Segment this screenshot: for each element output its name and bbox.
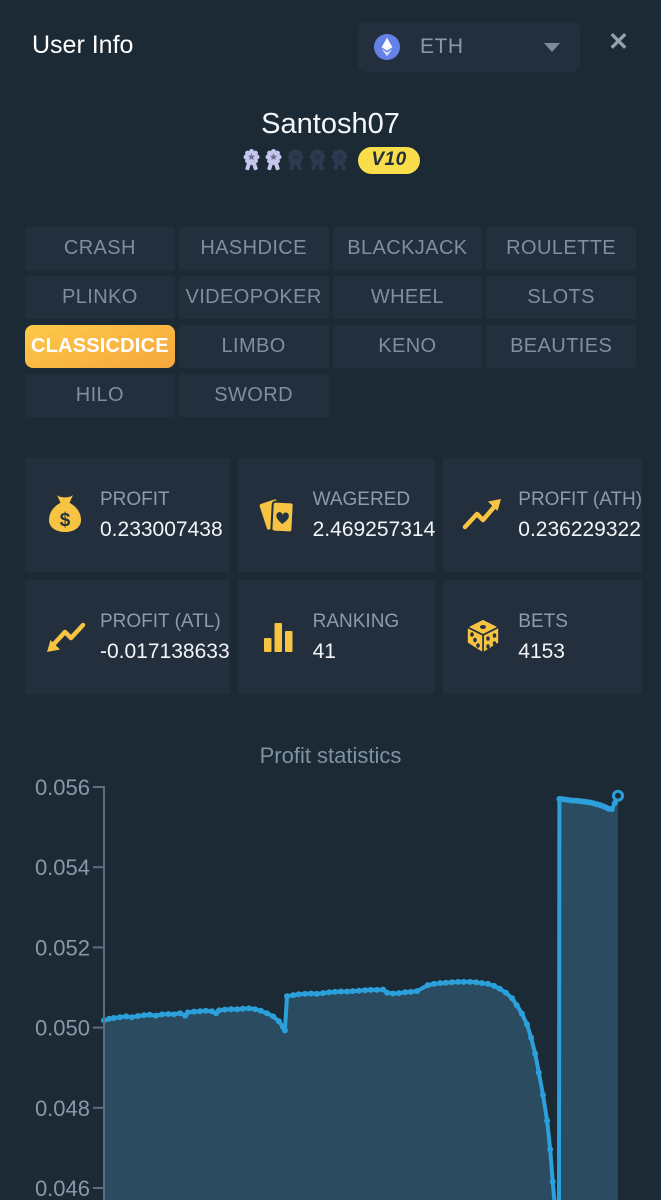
modal-title: User Info — [32, 31, 134, 59]
stat-label: RANKING — [312, 610, 400, 632]
stat-value: 4153 — [518, 639, 565, 663]
stat-label: PROFIT (ATH) — [518, 488, 643, 510]
bar-chart-icon — [256, 615, 300, 659]
currency-selector[interactable]: ETH — [358, 22, 580, 72]
svg-text:0.052: 0.052 — [35, 935, 90, 960]
tab-hilo[interactable]: HILO — [25, 374, 175, 417]
stat-card: PROFIT (ATH) 0.236229322 — [443, 458, 643, 572]
medal-icon — [307, 148, 328, 173]
tab-classicdice[interactable]: CLASSICDICE — [25, 325, 175, 368]
money-bag-icon — [43, 493, 87, 537]
stat-label: BETS — [518, 610, 568, 632]
currency-label: ETH — [420, 35, 464, 58]
stats-grid: PROFIT 0.233007438 WAGERED 2.469257314 P… — [25, 458, 643, 694]
tab-hashdice[interactable]: HASHDICE — [178, 227, 329, 270]
medal-icon — [241, 148, 262, 173]
stat-value: 0.233007438 — [100, 517, 223, 541]
chart-title: Profit statistics — [259, 743, 402, 768]
tab-blackjack[interactable]: BLACKJACK — [332, 227, 483, 270]
medal-icon — [285, 148, 306, 173]
close-icon[interactable]: ✕ — [608, 28, 629, 56]
trend-up-icon — [461, 493, 505, 537]
stat-value: -0.017138633 — [100, 639, 230, 663]
cards-icon — [256, 493, 300, 537]
tab-sword[interactable]: SWORD — [178, 374, 329, 417]
stat-value: 2.469257314 — [312, 517, 436, 541]
vip-level-badge: V10 — [358, 147, 420, 174]
chevron-down-icon — [544, 42, 560, 52]
stat-card: WAGERED 2.469257314 — [237, 458, 436, 572]
profit-statistics-chart: 0.056 0.054 0.052 0.050 0.048 0.046 — [35, 775, 624, 1200]
trend-down-icon — [43, 615, 87, 659]
stat-card: RANKING 41 — [237, 580, 436, 694]
svg-text:0.054: 0.054 — [35, 855, 90, 880]
stat-label: WAGERED — [312, 488, 411, 510]
tab-limbo[interactable]: LIMBO — [178, 325, 329, 368]
tab-slots[interactable]: SLOTS — [486, 276, 636, 319]
dice-icon — [461, 615, 505, 659]
stat-label: PROFIT (ATL) — [100, 610, 221, 632]
svg-text:0.046: 0.046 — [35, 1176, 90, 1200]
badge-row: V10 — [0, 147, 661, 174]
tab-crash[interactable]: CRASH — [25, 227, 175, 270]
medal-icon — [329, 148, 350, 173]
tab-videopoker[interactable]: VIDEOPOKER — [178, 276, 329, 319]
tab-plinko[interactable]: PLINKO — [25, 276, 175, 319]
stat-card: PROFIT (ATL) -0.017138633 — [25, 580, 230, 694]
tab-wheel[interactable]: WHEEL — [332, 276, 483, 319]
stat-label: PROFIT — [100, 488, 170, 510]
username: Santosh07 — [261, 108, 400, 140]
svg-text:0.050: 0.050 — [35, 1016, 90, 1041]
tab-roulette[interactable]: ROULETTE — [486, 227, 636, 270]
tab-beauties[interactable]: BEAUTIES — [486, 325, 636, 368]
medal-icon — [263, 148, 284, 173]
stat-card: BETS 4153 — [443, 580, 643, 694]
game-tabs: CRASH HASHDICE BLACKJACK ROULETTE PLINKO… — [25, 227, 636, 417]
tab-keno[interactable]: KENO — [332, 325, 483, 368]
medal-icons — [241, 148, 350, 173]
svg-text:0.056: 0.056 — [35, 775, 90, 800]
stat-value: 0.236229322 — [518, 517, 641, 541]
eth-icon — [374, 34, 400, 60]
svg-text:0.048: 0.048 — [35, 1096, 90, 1121]
stat-value: 41 — [312, 639, 336, 663]
stat-card: PROFIT 0.233007438 — [25, 458, 230, 572]
